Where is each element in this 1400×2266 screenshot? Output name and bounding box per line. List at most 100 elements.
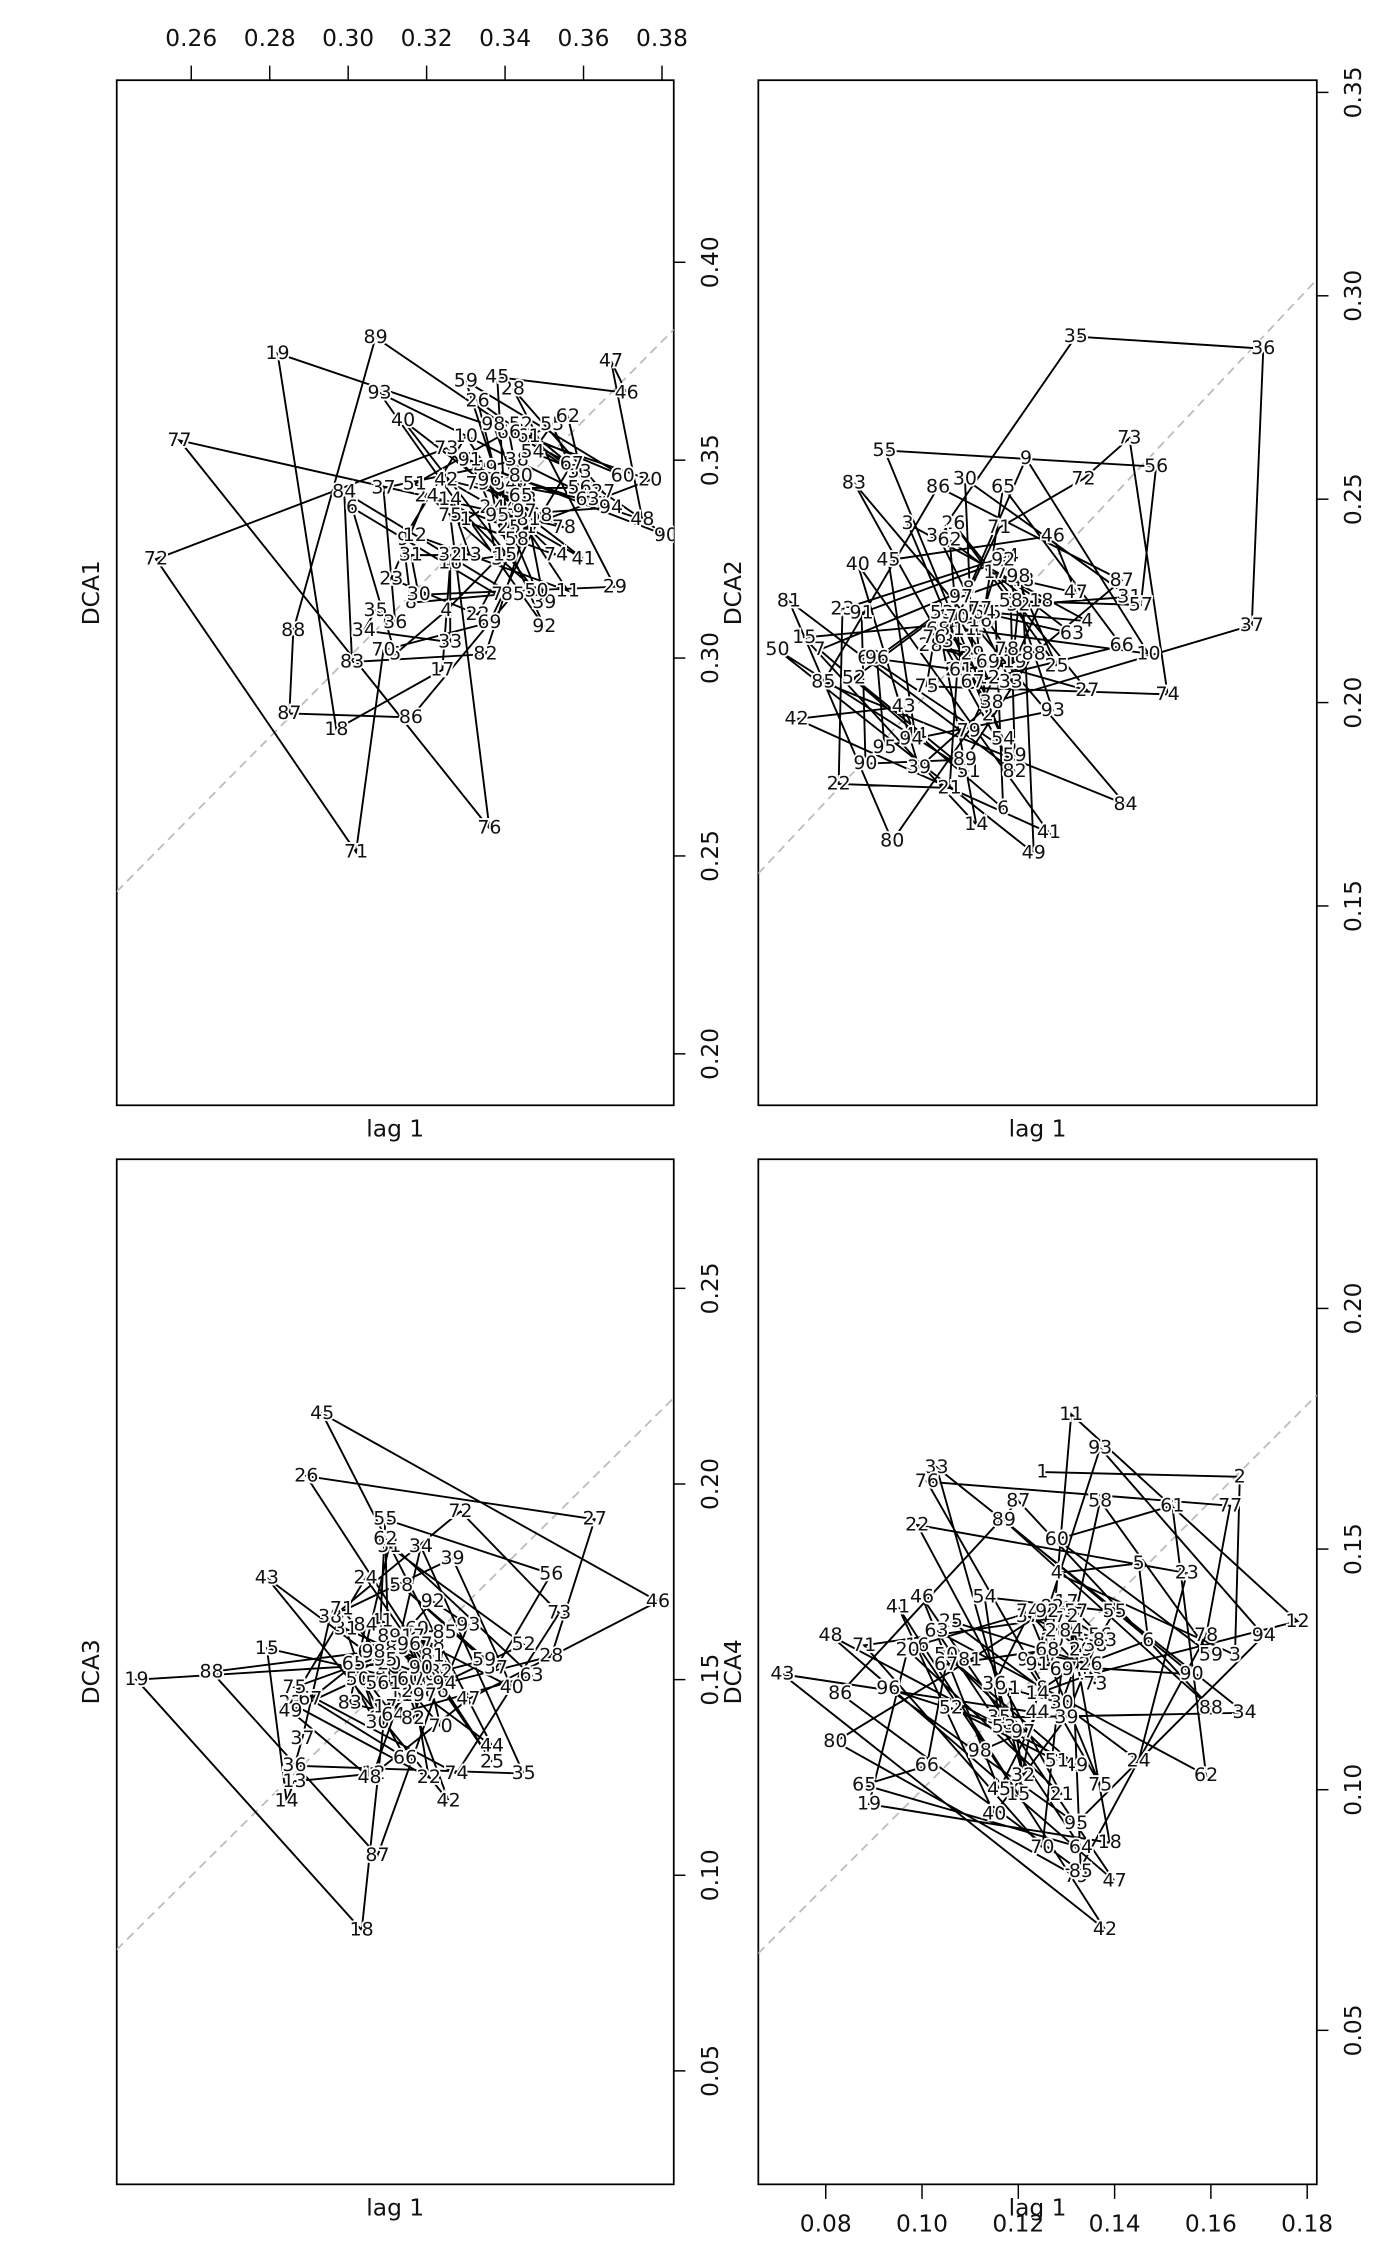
- point-label: 23: [1175, 1562, 1199, 1584]
- point-label: 45: [310, 1402, 334, 1424]
- point-label: 84: [354, 1613, 378, 1635]
- y-tick-label: 0.15: [1339, 1523, 1367, 1575]
- x-tick-label: 0.30: [322, 24, 374, 52]
- point-label: 91: [850, 602, 874, 624]
- point-label: 81: [958, 1648, 982, 1670]
- point-label: 14: [438, 488, 462, 510]
- x-axis-title: lag 1: [366, 2194, 424, 2222]
- point-label: 64: [972, 602, 996, 624]
- point-label: 97: [949, 585, 973, 607]
- point-label: 34: [926, 524, 950, 546]
- point-label: 68: [358, 1641, 382, 1663]
- point-label: 50: [934, 1643, 958, 1665]
- point-label: 7: [813, 638, 825, 660]
- lag-path: [776, 335, 1265, 856]
- point-label: 49: [473, 457, 497, 479]
- point-label: 12: [976, 667, 1000, 689]
- point-label: 13: [458, 544, 482, 566]
- point-label: 8: [387, 1641, 399, 1663]
- x-tick-label: 0.34: [479, 24, 531, 52]
- point-label: 72: [1054, 1605, 1078, 1627]
- point-label: 73: [434, 437, 458, 459]
- point-label: 87: [1006, 1489, 1030, 1511]
- point-label: 28: [1045, 1619, 1069, 1641]
- point-label: 56: [1088, 1624, 1112, 1646]
- point-label: 77: [167, 429, 191, 451]
- point-label: 61: [1160, 1494, 1184, 1516]
- point-label: 1: [383, 1649, 395, 1671]
- point-label: 46: [1041, 524, 1065, 546]
- point-label: 36: [282, 1754, 306, 1776]
- point-label: 64: [493, 472, 517, 494]
- point-label: 62: [373, 1527, 397, 1549]
- y-tick-label: 0.05: [696, 2045, 724, 2097]
- point-label: 40: [500, 1676, 524, 1698]
- point-label: 20: [638, 468, 662, 490]
- x-axis-title: lag 1: [1009, 1115, 1067, 1143]
- point-label: 80: [823, 1730, 847, 1752]
- point-label: 19: [857, 1793, 881, 1815]
- point-label: 42: [434, 468, 458, 490]
- point-label: 60: [611, 464, 635, 486]
- point-label: 75: [915, 675, 939, 697]
- point-label: 31: [997, 1677, 1021, 1699]
- point-label: 81: [421, 1645, 445, 1667]
- point-label: 31: [1117, 585, 1141, 607]
- point-label: 32: [429, 1660, 453, 1682]
- point-label: 70: [371, 639, 395, 661]
- point-label: 25: [497, 516, 521, 538]
- point-label: 93: [367, 381, 391, 403]
- point-label: 85: [501, 583, 525, 605]
- point-label: 19: [124, 1668, 148, 1690]
- point-label: 96: [477, 468, 501, 490]
- point-label: 39: [1054, 1706, 1078, 1728]
- point-label: 18: [1029, 589, 1053, 611]
- point-label: 43: [255, 1566, 279, 1588]
- point-label: 84: [1113, 793, 1137, 815]
- point-label: 73: [1117, 427, 1141, 449]
- point-label: 83: [842, 471, 866, 493]
- point-label: 74: [444, 1762, 468, 1784]
- point-label: 47: [599, 350, 623, 372]
- point-label: 52: [509, 413, 533, 435]
- point-label: 68: [926, 618, 950, 640]
- point-label: 30: [953, 467, 977, 489]
- point-label: 13: [1078, 1663, 1102, 1685]
- point-label: 78: [995, 638, 1019, 660]
- point-label: 57: [1064, 1600, 1088, 1622]
- point-label: 37: [1016, 1605, 1040, 1627]
- y-tick-label: 0.20: [1339, 677, 1367, 729]
- plot-area: 1234567891011121314151617181920212223242…: [758, 278, 1317, 875]
- point-label: 29: [401, 1680, 425, 1702]
- point-label: 79: [957, 720, 981, 742]
- point-label: 5: [389, 643, 401, 665]
- point-label: 70: [429, 1715, 453, 1737]
- point-label: 24: [995, 545, 1019, 567]
- point-label: 74: [1016, 1600, 1040, 1622]
- point-label: 39: [907, 756, 931, 778]
- point-label: 63: [924, 1619, 948, 1641]
- point-label: 79: [413, 1668, 437, 1690]
- point-label: 63: [1060, 622, 1084, 644]
- point-label: 16: [438, 552, 462, 574]
- point-label: 36: [982, 1672, 1006, 1694]
- point-label: 51: [403, 472, 427, 494]
- point-label: 31: [399, 544, 423, 566]
- point-label: 50: [765, 638, 789, 660]
- x-tick-label: 0.14: [1089, 2210, 1141, 2238]
- point-label: 73: [547, 1602, 571, 1624]
- point-label: 14: [1026, 1682, 1050, 1704]
- point-label: 9: [1017, 1648, 1029, 1670]
- point-label: 17: [983, 561, 1007, 583]
- point-label: 52: [939, 1696, 963, 1718]
- point-label: 10: [454, 425, 478, 447]
- y-tick-label: 0.20: [696, 1458, 724, 1510]
- point-label: 90: [853, 752, 877, 774]
- y-axis-title: DCA3: [77, 1639, 105, 1704]
- point-label: 70: [945, 606, 969, 628]
- point-label: 37: [290, 1727, 314, 1749]
- point-label: 50: [346, 1668, 370, 1690]
- point-label: 6: [1142, 1629, 1154, 1651]
- x-tick-label: 0.12: [992, 2210, 1044, 2238]
- point-label: 72: [448, 1500, 472, 1522]
